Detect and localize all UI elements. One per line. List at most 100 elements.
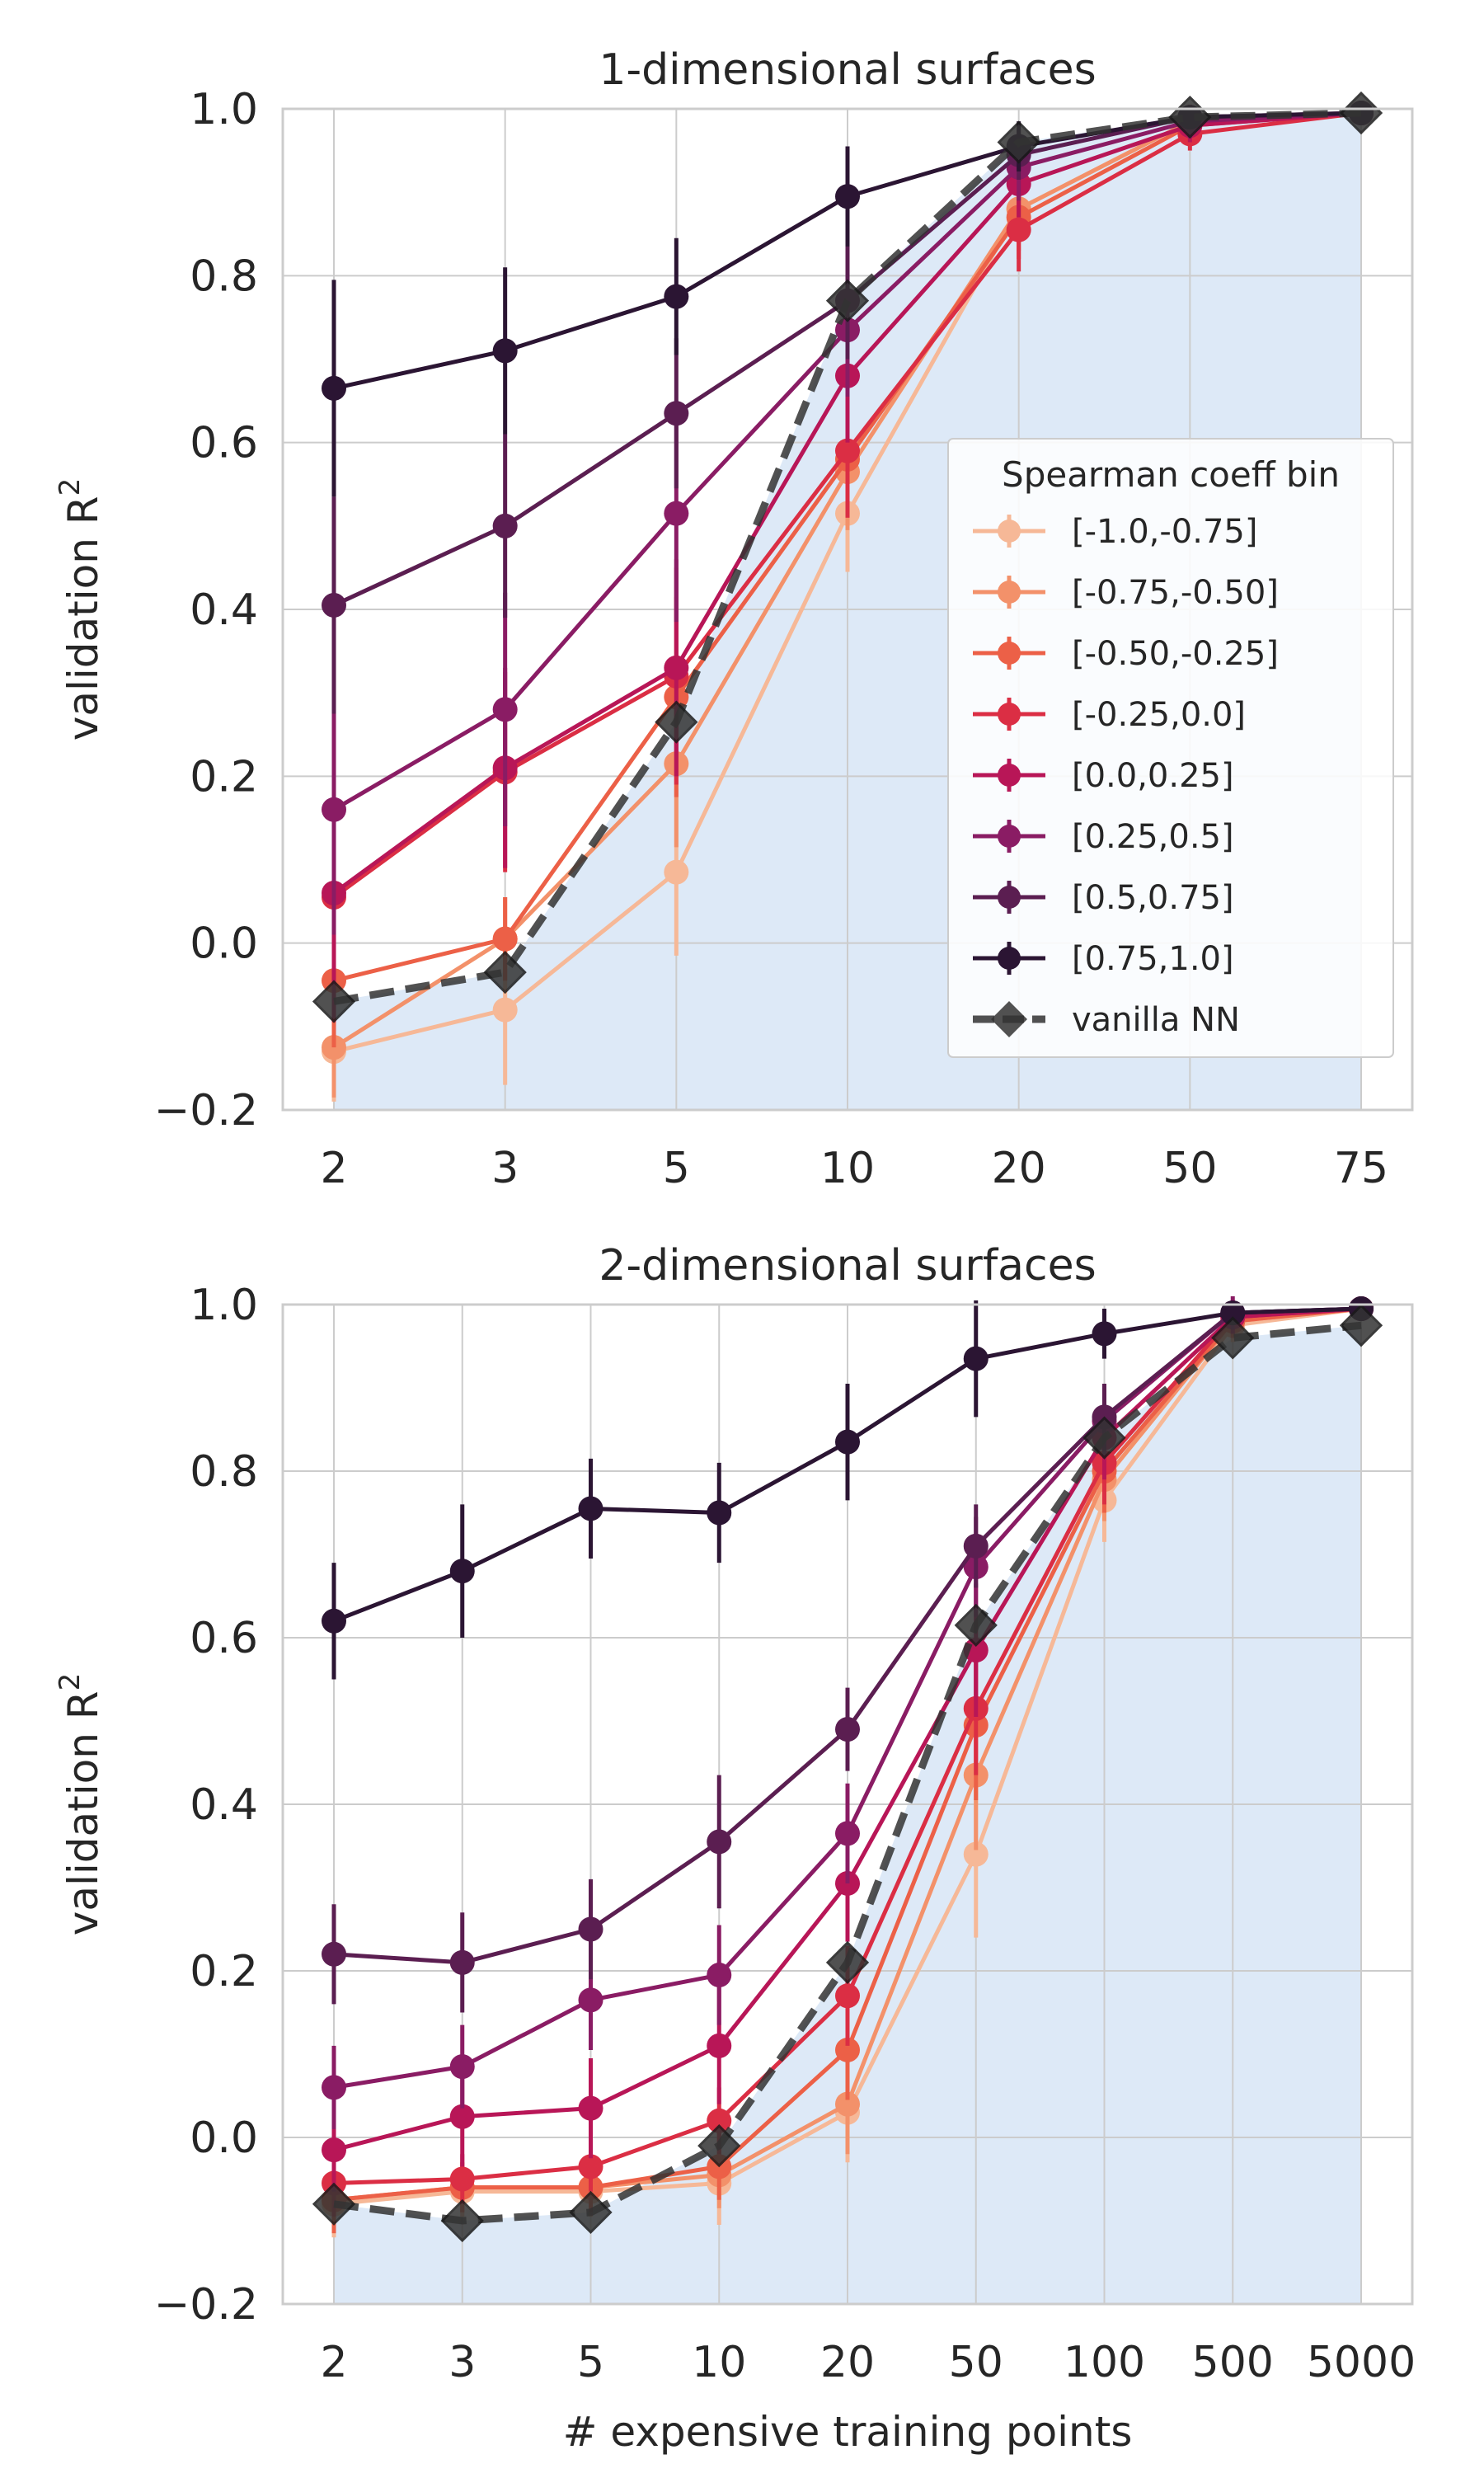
y-tick-label: −0.2 xyxy=(154,2280,258,2330)
x-tick-label: 50 xyxy=(949,2338,1003,2387)
legend-marker xyxy=(998,947,1021,970)
data-point xyxy=(707,1500,732,1526)
x-tick-label: 3 xyxy=(491,1144,519,1193)
data-point xyxy=(578,1987,603,2013)
y-axis-label: validation R2 xyxy=(54,1673,107,1935)
data-point xyxy=(707,1963,732,1988)
diamond-marker xyxy=(954,1603,998,1647)
data-point xyxy=(449,2104,475,2129)
data-point xyxy=(322,797,346,822)
data-point xyxy=(963,1841,989,1867)
y-tick-label: 1.0 xyxy=(190,1281,258,1330)
y-tick-label: 0.4 xyxy=(190,1780,258,1830)
y-axis-label-superscript: 2 xyxy=(54,478,87,496)
data-point xyxy=(322,1941,346,1967)
diamond-marker xyxy=(1211,1316,1255,1360)
legend-marker xyxy=(998,520,1021,543)
x-tick-label: 10 xyxy=(820,1144,875,1193)
x-tick-label: 5 xyxy=(663,1144,690,1193)
y-tick-label: 0.0 xyxy=(190,919,258,969)
data-point xyxy=(492,513,518,538)
x-tick-label: 2 xyxy=(320,2338,347,2387)
data-point xyxy=(449,2054,475,2080)
legend-label: [0.5,0.75] xyxy=(1072,879,1234,917)
data-point xyxy=(492,997,518,1023)
legend-marker xyxy=(998,825,1021,848)
legend-box xyxy=(947,438,1394,1058)
data-point xyxy=(664,284,689,309)
data-point xyxy=(1092,1321,1117,1347)
panel-1: −0.2 0.0 0.2 0.4 0.6 0.8 1.0 2 3 5 10 20 50 75 1-dimen… xyxy=(54,45,1414,1193)
data-point xyxy=(835,1821,860,1846)
x-tick-label: 50 xyxy=(1162,1144,1217,1193)
data-point xyxy=(963,1533,989,1559)
data-point xyxy=(707,2108,732,2133)
diamond-marker xyxy=(825,279,870,322)
data-point xyxy=(492,697,518,722)
data-point xyxy=(322,375,346,401)
data-point xyxy=(707,2033,732,2058)
diamond-marker xyxy=(440,2198,484,2243)
x-tick-label: 20 xyxy=(992,1144,1046,1193)
x-tick-label: 10 xyxy=(692,2338,746,2387)
diamond-marker xyxy=(312,980,356,1023)
diamond-marker xyxy=(312,2182,356,2226)
data-point xyxy=(835,1429,860,1455)
x-tick-label: 500 xyxy=(1192,2338,1274,2387)
data-point xyxy=(835,1717,860,1742)
y-tick-label: 0.2 xyxy=(190,1947,258,1996)
legend-marker xyxy=(998,642,1021,665)
data-point xyxy=(707,1829,732,1855)
x-tick-label: 3 xyxy=(448,2338,476,2387)
data-point xyxy=(322,592,346,618)
data-point xyxy=(1006,217,1031,242)
series-9 xyxy=(312,91,1383,1023)
data-point xyxy=(578,1916,603,1942)
legend-label: [0.0,0.25] xyxy=(1072,757,1234,795)
axes-frame xyxy=(281,107,1414,1112)
data-point xyxy=(578,1496,603,1521)
diamond-marker xyxy=(1339,91,1383,135)
legend: Spearman coeff bin [-1.0,-0.75] [-0.75,-0.… xyxy=(947,438,1394,1058)
x-tick-label: 5000 xyxy=(1307,2338,1416,2387)
axes-frame xyxy=(281,1303,1414,2306)
diamond-marker xyxy=(997,120,1040,164)
chart-title: 2-dimensional surfaces xyxy=(599,1241,1096,1291)
x-tick-label: 20 xyxy=(820,2338,875,2387)
y-tick-label: 1.0 xyxy=(190,85,258,134)
y-axis-label: validation R2 xyxy=(54,478,107,741)
diamond-marker xyxy=(1339,1304,1383,1347)
data-point xyxy=(322,1608,346,1634)
diamond-marker xyxy=(483,950,527,994)
series-9 xyxy=(312,1304,1383,2243)
data-point xyxy=(664,859,689,885)
legend-marker xyxy=(998,886,1021,909)
data-point xyxy=(664,655,689,680)
y-tick-label: 0.8 xyxy=(190,252,258,301)
data-point xyxy=(449,1949,475,1975)
data-point xyxy=(835,438,860,463)
data-point xyxy=(664,401,689,426)
y-tick-label: 0.2 xyxy=(190,752,258,802)
legend-diamond xyxy=(991,1001,1027,1037)
diamond-marker xyxy=(569,2190,613,2235)
legend-title: Spearman coeff bin xyxy=(1002,454,1340,495)
data-point xyxy=(492,926,518,952)
y-tick-label: 0.8 xyxy=(190,1447,258,1497)
legend-marker xyxy=(998,581,1021,604)
data-point xyxy=(322,2137,346,2163)
x-tick-label: 5 xyxy=(577,2338,604,2387)
diamond-marker xyxy=(655,700,698,744)
data-point xyxy=(835,1983,860,2009)
data-point xyxy=(1220,1300,1246,1326)
diamond-marker xyxy=(825,1940,870,1985)
x-tick-label: 100 xyxy=(1064,2338,1145,2387)
data-point xyxy=(492,338,518,364)
data-point xyxy=(963,1346,989,1371)
chart-title: 1-dimensional surfaces xyxy=(599,45,1096,95)
data-point xyxy=(664,501,689,526)
x-axis-label: # expensive training points xyxy=(563,2408,1133,2456)
data-point xyxy=(449,2166,475,2192)
